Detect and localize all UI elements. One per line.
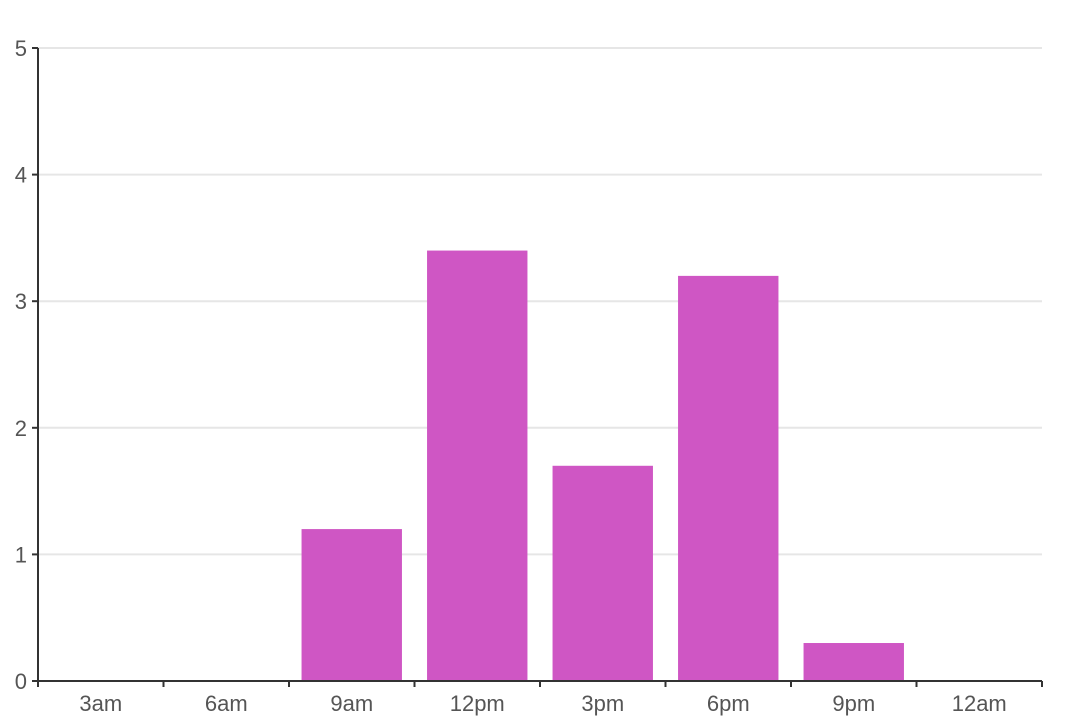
y-tick-label: 2 xyxy=(15,416,27,441)
bar-9am xyxy=(301,529,402,681)
x-tick-label: 9am xyxy=(330,691,373,716)
y-tick-label: 3 xyxy=(15,289,27,314)
bar-12pm xyxy=(427,250,528,681)
x-tick-label: 6am xyxy=(205,691,248,716)
axes xyxy=(32,47,1043,687)
y-tick-label: 1 xyxy=(15,542,27,567)
bar-9pm xyxy=(803,643,904,681)
x-tick-label: 9pm xyxy=(832,691,875,716)
bars xyxy=(301,250,904,681)
x-tick-label: 3pm xyxy=(581,691,624,716)
gridlines xyxy=(38,47,1042,556)
x-tick-label: 12pm xyxy=(450,691,505,716)
x-tick-label: 12am xyxy=(952,691,1007,716)
bar-6pm xyxy=(678,275,779,681)
x-tick-label: 6pm xyxy=(707,691,750,716)
tick-labels: 0 1 2 3 4 5 3am 6am 9am 12pm 3pm 6pm 9pm 12am xyxy=(15,36,1007,716)
y-tick-label: 4 xyxy=(15,163,27,188)
x-tick-label: 3am xyxy=(79,691,122,716)
y-tick-label: 0 xyxy=(15,669,27,694)
y-tick-label: 5 xyxy=(15,36,27,61)
bar-3pm xyxy=(552,465,653,681)
